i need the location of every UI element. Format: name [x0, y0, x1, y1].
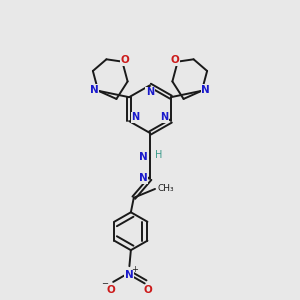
Text: N: N [125, 270, 134, 280]
Text: N: N [139, 152, 148, 162]
Text: H: H [155, 150, 163, 160]
Text: N: N [131, 112, 140, 122]
Text: O: O [171, 56, 179, 65]
Text: CH₃: CH₃ [158, 184, 174, 194]
Text: N: N [146, 87, 154, 98]
Text: +: + [131, 265, 138, 274]
Text: N: N [90, 85, 99, 95]
Text: N: N [139, 173, 148, 183]
Text: O: O [106, 285, 115, 296]
Text: N: N [201, 85, 210, 95]
Text: N: N [160, 112, 169, 122]
Text: O: O [144, 285, 152, 296]
Text: O: O [121, 56, 129, 65]
Text: −: − [101, 279, 109, 288]
